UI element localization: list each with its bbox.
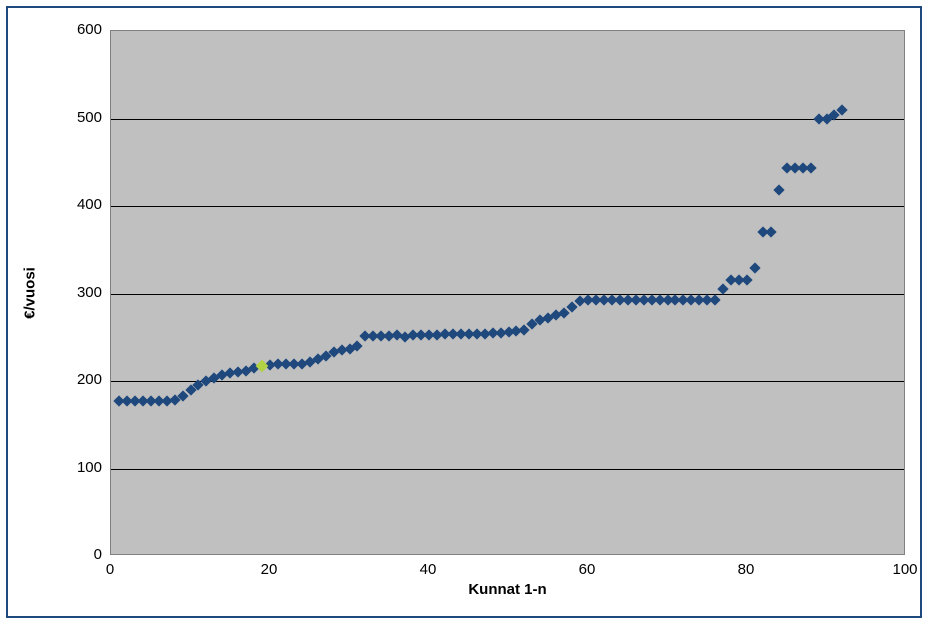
x-tick-label: 0 bbox=[106, 561, 114, 578]
data-marker bbox=[749, 262, 760, 273]
gridline bbox=[111, 469, 904, 470]
gridline bbox=[111, 206, 904, 207]
data-marker bbox=[741, 275, 752, 286]
chart-container: Kunnat 1-n €/vuosi 0 100 200 300 400 500 600 0 2… bbox=[0, 0, 928, 624]
gridline bbox=[111, 294, 904, 295]
gridline bbox=[111, 381, 904, 382]
data-marker bbox=[805, 163, 816, 174]
data-marker bbox=[765, 227, 776, 238]
data-marker bbox=[710, 294, 721, 305]
gridline bbox=[111, 119, 904, 120]
x-tick-label: 60 bbox=[579, 561, 596, 578]
y-tick-label: 200 bbox=[60, 371, 102, 388]
y-tick-label: 300 bbox=[60, 284, 102, 301]
x-tick-label: 100 bbox=[892, 561, 917, 578]
y-axis-label: €/vuosi bbox=[22, 267, 39, 319]
x-tick-label: 40 bbox=[420, 561, 437, 578]
y-tick-label: 400 bbox=[60, 196, 102, 213]
y-tick-label: 600 bbox=[60, 21, 102, 38]
x-tick-label: 80 bbox=[738, 561, 755, 578]
data-marker bbox=[773, 185, 784, 196]
plot-area bbox=[110, 30, 905, 555]
y-tick-label: 100 bbox=[60, 459, 102, 476]
x-tick-label: 20 bbox=[261, 561, 278, 578]
y-tick-label: 500 bbox=[60, 109, 102, 126]
x-axis-label: Kunnat 1-n bbox=[468, 581, 546, 598]
y-tick-label: 0 bbox=[60, 546, 102, 563]
